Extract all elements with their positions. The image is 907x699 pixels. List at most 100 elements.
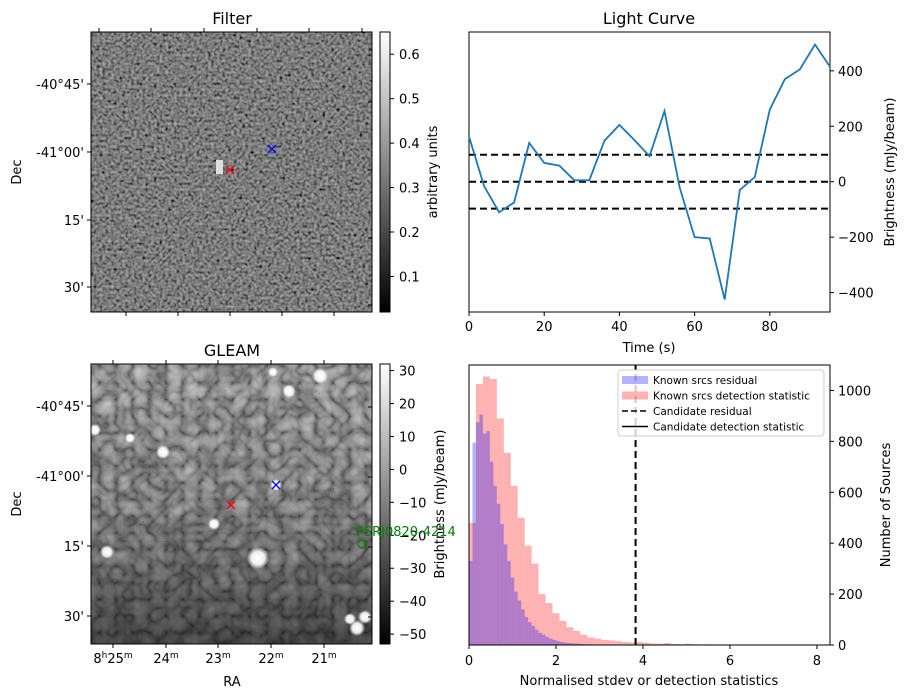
filter-ytick-label: 15' <box>64 214 84 229</box>
light-curve-ytick-label: 0 <box>838 176 846 191</box>
gleam-ticks: -40°45' -41°00' 15' 30' 8h25m 24m 23m 22m 21m <box>36 360 372 667</box>
gleam-ytick-label: 15' <box>64 540 84 555</box>
legend-label: Known srcs detection statistic <box>653 391 810 403</box>
legend-swatch <box>622 391 648 400</box>
light-curve-xtick-label: 20 <box>536 320 553 335</box>
residual-histogram-bar <box>500 524 504 645</box>
histogram-xlabel: Normalised stdev or detection statistics <box>520 674 779 689</box>
residual-histogram-bar <box>538 632 543 645</box>
gleam-colorbar-label: Brightness (mJy/beam) <box>433 430 448 579</box>
residual-histogram-bar <box>528 622 532 645</box>
filter-bright-pixel <box>216 160 223 174</box>
gleam-xtick-label: 24m <box>153 651 178 667</box>
detection-histogram-bar <box>566 627 574 645</box>
gleam-title: GLEAM <box>204 341 260 360</box>
filter-colorbar-tick-label: 0.2 <box>399 226 420 241</box>
gleam-xlabel: RA <box>223 675 241 690</box>
light-curve-xlabel: Time (s) <box>622 341 676 356</box>
detection-histogram-bar <box>559 620 567 645</box>
histogram-ytick-label: 1000 <box>838 384 871 399</box>
histogram-ticks: 0 2 4 6 8 0 200 400 600 800 1000 <box>465 384 871 669</box>
residual-histogram-bar <box>566 642 570 645</box>
residual-histogram-bar <box>542 634 546 645</box>
light-curve-xtick-label: 80 <box>762 320 779 335</box>
light-curve-ylabel: Brightness (mJy/beam) <box>883 98 898 247</box>
gleam-known-source-marker <box>271 480 281 490</box>
residual-histogram-bar <box>514 591 518 645</box>
detection-histogram-bar <box>587 637 595 645</box>
residual-histogram-bar <box>524 617 529 645</box>
residual-histogram-bar <box>475 422 480 645</box>
residual-histogram-bar <box>545 636 550 645</box>
histogram-ytick-label: 800 <box>838 435 863 450</box>
gleam-candidate-marker <box>226 500 236 510</box>
legend-box <box>617 369 825 437</box>
histogram-xtick-label: 8 <box>813 654 821 669</box>
detection-histogram-bar <box>663 642 671 645</box>
residual-histogram-bar <box>517 600 522 645</box>
residual-histogram-bar <box>521 609 525 645</box>
histogram-ytick-label: 600 <box>838 486 863 501</box>
residual-histogram-bar <box>479 414 483 645</box>
gleam-pulsar-label: PSRJ0820-4214 <box>356 525 456 540</box>
histogram-axes-frame <box>468 364 831 646</box>
detection-histogram-bar <box>469 522 476 645</box>
filter-ytick-label: -40°45' <box>36 78 84 93</box>
histogram-ytick-label: 0 <box>838 639 846 654</box>
detection-histogram-bar <box>580 634 588 645</box>
residual-histogram-bar <box>472 442 476 645</box>
light-curve-ticks: 0 20 40 60 80 −400 −200 0 200 400 <box>465 65 874 335</box>
detection-histogram-bar <box>482 376 490 645</box>
histogram-ytick-label: 200 <box>838 588 863 603</box>
histogram-ytick-label: 400 <box>838 537 863 552</box>
gleam-colorbar-tick-label: −40 <box>399 595 426 610</box>
residual-histogram-bar <box>489 461 494 645</box>
light-curve-title: Light Curve <box>603 9 695 28</box>
legend-label: Candidate detection statistic <box>653 422 805 434</box>
detection-histogram-bar <box>538 594 546 645</box>
residual-histogram-bar <box>573 643 577 645</box>
gleam-colorbar-tick-label: −20 <box>399 529 426 544</box>
filter-title: Filter <box>212 9 252 28</box>
residual-histogram-bar <box>469 561 473 645</box>
legend-swatch <box>622 376 648 384</box>
residual-histogram-bar <box>535 629 539 645</box>
histogram-xtick-label: 2 <box>552 654 560 669</box>
gleam-colorbar-tick-label: 10 <box>399 430 416 445</box>
gleam-colorbar <box>379 363 391 645</box>
filter-colorbar-ticks: 0.1 0.2 0.3 0.4 0.5 0.6 <box>390 48 420 285</box>
detection-histogram-bar <box>475 384 483 645</box>
detection-histogram-bar <box>629 642 637 645</box>
detection-histogram-bar <box>503 452 511 645</box>
detection-histogram-bar <box>594 638 602 645</box>
filter-ytick-label: 30' <box>64 281 84 296</box>
gleam-ytick-label: -41°00' <box>36 470 84 485</box>
detection-histogram-bar <box>531 563 539 645</box>
residual-histogram-bar <box>503 544 508 645</box>
gleam-pulsar-marker <box>357 539 367 549</box>
filter-colorbar-tick-label: 0.4 <box>399 137 420 152</box>
filter-candidate-marker <box>225 165 235 175</box>
legend-label: Candidate residual <box>653 406 752 418</box>
filter-ytick-label: -41°00' <box>36 146 84 161</box>
detection-histogram-bar <box>489 379 497 645</box>
detection-histogram-bar <box>670 643 678 645</box>
filter-ylabel: Dec <box>10 159 25 184</box>
residual-histogram-bar <box>482 433 487 645</box>
gleam-colorbar-tick-label: −30 <box>399 562 426 577</box>
residual-histogram-bar <box>493 485 497 645</box>
histogram-panel: 0 2 4 6 8 0 200 400 600 800 1000 Normalised stdev … <box>465 364 894 689</box>
light-curve-xtick-label: 0 <box>465 320 473 335</box>
gleam-axes-frame <box>90 363 373 645</box>
filter-colorbar-tick-label: 0.1 <box>399 270 420 285</box>
residual-histogram-bar <box>496 503 501 645</box>
light-curve-xtick-label: 60 <box>686 320 703 335</box>
light-curve-panel: Light Curve 0 20 40 60 80 −400 −200 0 200 400 Tim… <box>465 9 898 356</box>
histogram-xtick-label: 6 <box>726 654 734 669</box>
residual-histogram-bar <box>559 641 563 645</box>
detection-histogram-bar <box>608 640 616 645</box>
residual-histogram-bar <box>580 643 584 645</box>
residual-histogram-bar <box>486 431 490 645</box>
gleam-colorbar-tick-label: −10 <box>399 496 426 511</box>
